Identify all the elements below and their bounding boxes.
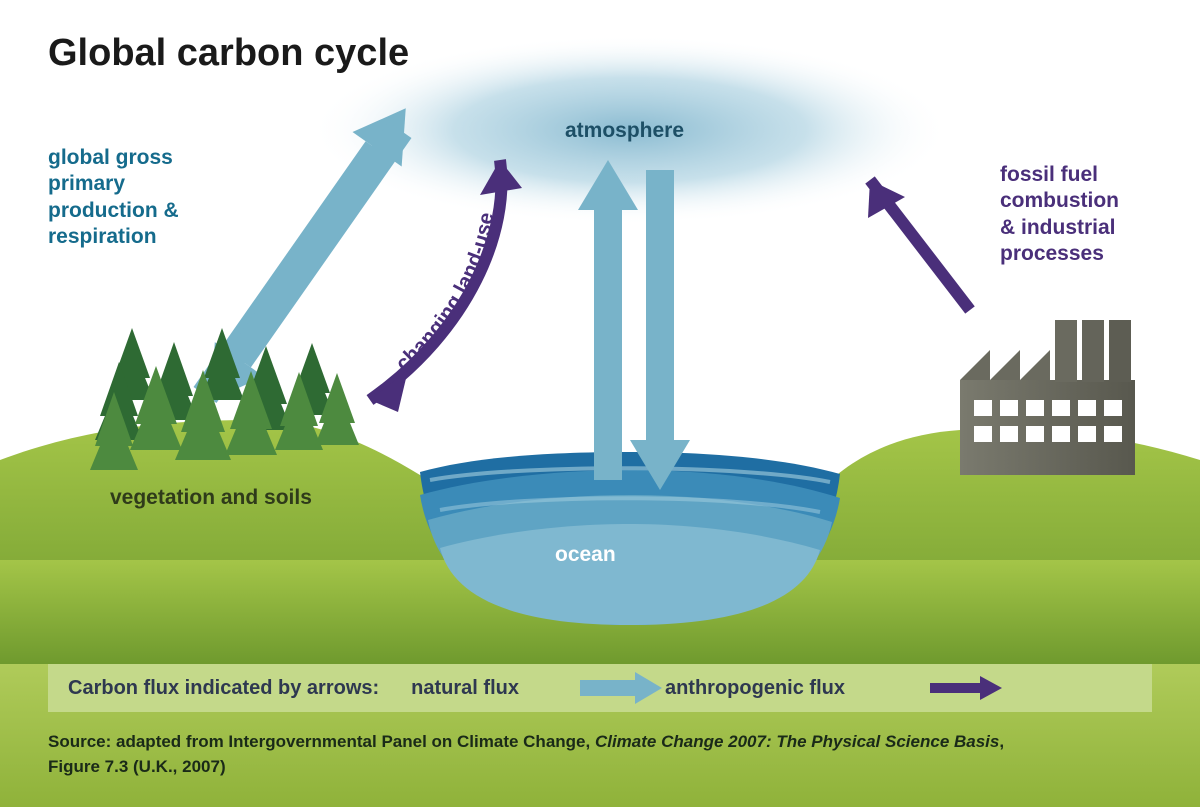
label-primary-production: global gross primary production & respir… xyxy=(48,145,179,250)
label-atmosphere: atmosphere xyxy=(565,118,684,144)
label-fossil-fuel: fossil fuel combustion & industrial proc… xyxy=(1000,162,1119,267)
page-title: Global carbon cycle xyxy=(48,32,409,75)
legend-bar: Carbon flux indicated by arrows: natural… xyxy=(48,664,1152,712)
label-vegetation: vegetation and soils xyxy=(110,485,312,511)
source-italic: Climate Change 2007: The Physical Scienc… xyxy=(595,732,999,751)
source-citation: Source: adapted from Intergovernmental P… xyxy=(48,730,1152,779)
arrow-natural-up-ocean xyxy=(578,160,638,480)
factory-icon xyxy=(960,320,1135,475)
label-landuse: changing land-use xyxy=(391,211,498,376)
legend-anthro-label: anthropogenic flux xyxy=(665,677,845,700)
arrow-fossil xyxy=(868,180,970,310)
source-prefix: Source: adapted from Intergovernmental P… xyxy=(48,732,595,751)
label-ocean: ocean xyxy=(555,542,616,568)
legend-natural-label: natural flux xyxy=(411,677,519,700)
legend-intro: Carbon flux indicated by arrows: xyxy=(68,677,379,700)
